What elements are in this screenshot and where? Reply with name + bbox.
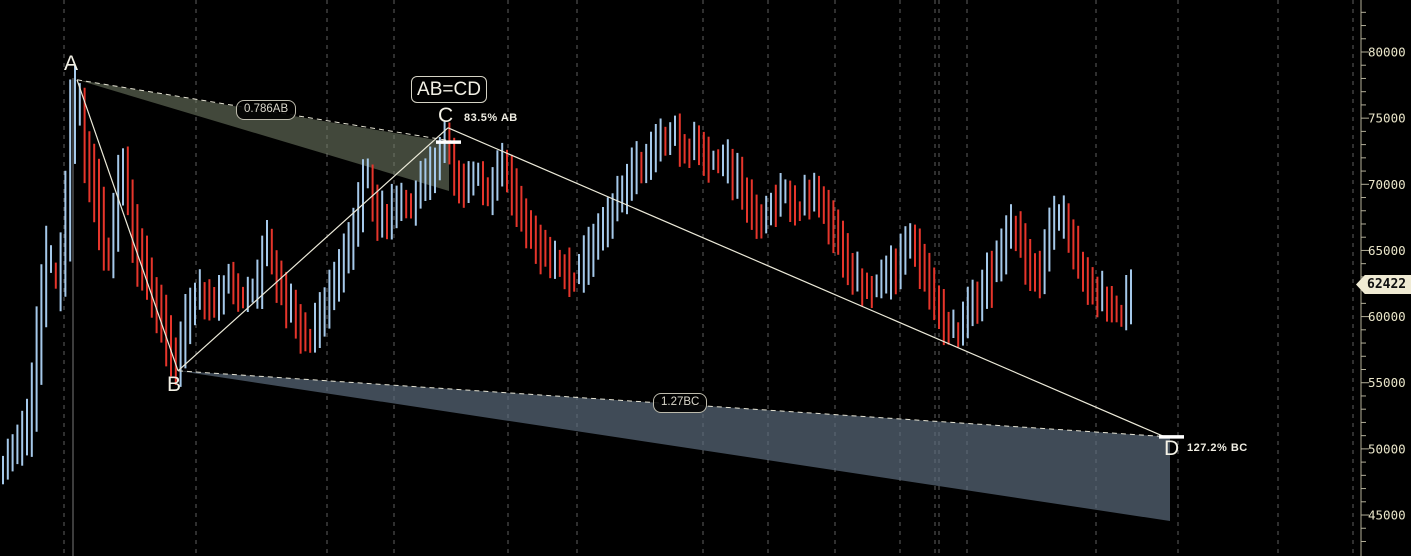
pattern-point-a-label[interactable]: A [64, 52, 79, 75]
y-axis-label: 50000 [1368, 441, 1406, 456]
y-axis-label: 80000 [1368, 45, 1406, 60]
bc-projection-level-badge[interactable]: 1.27BC [653, 393, 708, 413]
ab-retracement-dashed-line [76, 79, 462, 144]
price-axis[interactable]: 80000 75000 70000 65000 60000 55000 50000 45000 [1360, 0, 1406, 556]
y-axis-label: 55000 [1368, 375, 1406, 390]
harmonic-pattern-drawing[interactable] [76, 79, 1184, 439]
pattern-point-c-label[interactable]: C [438, 104, 454, 127]
ab-retracement-zone [77, 79, 449, 191]
ab-retracement-level-badge[interactable]: 0.786AB [236, 100, 297, 120]
y-axis-label: 45000 [1368, 508, 1406, 523]
d-extension-annotation: 127.2% BC [1187, 442, 1248, 454]
last-price-tag: 62422 [1356, 275, 1411, 294]
y-axis-label: 65000 [1368, 243, 1406, 258]
bc-projection-zone [178, 370, 1170, 522]
pattern-point-d-label[interactable]: D [1164, 437, 1180, 460]
c-retracement-annotation: 83.5% AB [464, 112, 518, 124]
y-axis-label: 70000 [1368, 177, 1406, 192]
grid-lines [63, 0, 1354, 556]
y-axis-label: 60000 [1368, 309, 1406, 324]
pattern-point-b-label[interactable]: B [167, 373, 182, 396]
y-axis-label: 75000 [1368, 111, 1406, 126]
price-bars [2, 65, 1132, 485]
pattern-zones [77, 79, 1170, 522]
pattern-name-badge[interactable]: AB=CD [411, 76, 487, 103]
